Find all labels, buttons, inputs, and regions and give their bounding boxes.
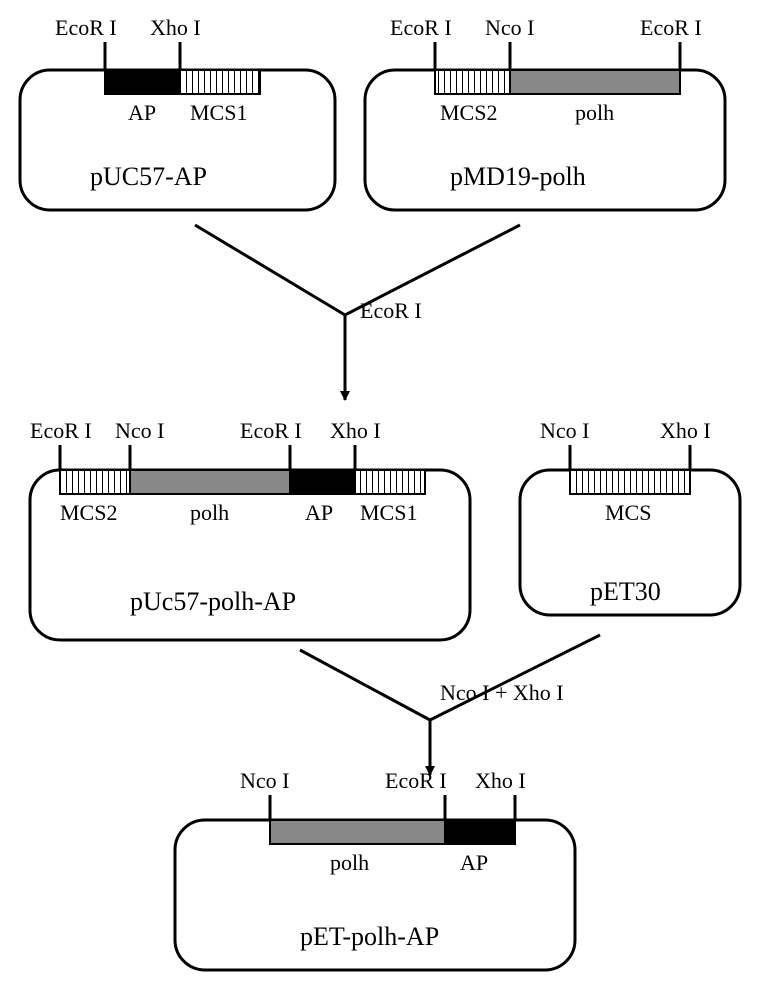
plasmid-name: pUc57-polh-AP: [130, 587, 296, 616]
segment-label: AP: [128, 100, 156, 125]
plasmid: AP MCS1 EcoR I Xho I pUC57-AP: [20, 15, 335, 210]
reaction-label: Nco I + Xho I: [440, 680, 564, 705]
segment-label: AP: [305, 500, 333, 525]
segment-MCS1: [355, 470, 425, 494]
segment-label: AP: [460, 850, 488, 875]
segment-AP: [105, 70, 180, 94]
segment-MCS: [570, 470, 690, 494]
segment-AP: [445, 820, 515, 844]
segment-label: MCS1: [190, 100, 247, 125]
plasmid: MCS Nco I Xho I pET30: [520, 418, 740, 615]
restriction-site-label: Nco I: [485, 15, 534, 40]
restriction-site-label: Xho I: [330, 418, 381, 443]
segment-AP: [290, 470, 355, 494]
restriction-site-label: EcoR I: [640, 15, 702, 40]
restriction-site-label: EcoR I: [390, 15, 452, 40]
segment-label: MCS2: [440, 100, 497, 125]
restriction-site-label: Xho I: [150, 15, 201, 40]
segment-MCS2: [60, 470, 130, 494]
segment-polh: [270, 820, 445, 844]
restriction-site-label: EcoR I: [240, 418, 302, 443]
plasmid-name: pUC57-AP: [90, 162, 207, 191]
plasmid-name: pMD19-polh: [450, 162, 586, 191]
restriction-site-label: EcoR I: [55, 15, 117, 40]
segment-polh: [130, 470, 290, 494]
restriction-site-label: EcoR I: [30, 418, 92, 443]
plasmid: MCS2 polh AP MCS1 EcoR I Nco I EcoR I Xho I pUc5…: [30, 418, 470, 640]
segment-label: polh: [190, 500, 229, 525]
segment-label: MCS1: [360, 500, 417, 525]
reaction-arrow: Nco I + Xho I: [300, 635, 600, 775]
restriction-site-label: EcoR I: [385, 768, 447, 793]
segment-MCS1: [180, 70, 260, 94]
diagram-canvas: AP MCS1 EcoR I Xho I pUC57-AP MCS2 polh EcoR I N…: [0, 0, 768, 1000]
segment-MCS2: [435, 70, 510, 94]
segment-label: MCS2: [60, 500, 117, 525]
segment-label: polh: [330, 850, 369, 875]
reaction-arrow: EcoR I: [195, 225, 520, 400]
segment-label: polh: [575, 100, 614, 125]
plasmid: polh AP Nco I EcoR I Xho I pET-polh-AP: [175, 768, 575, 970]
restriction-site-label: Nco I: [540, 418, 589, 443]
reaction-label: EcoR I: [360, 298, 422, 323]
plasmid: MCS2 polh EcoR I Nco I EcoR I pMD19-polh: [365, 15, 725, 210]
restriction-site-label: Xho I: [475, 768, 526, 793]
plasmid-name: pET-polh-AP: [300, 922, 439, 951]
restriction-site-label: Nco I: [240, 768, 289, 793]
restriction-site-label: Xho I: [660, 418, 711, 443]
segment-label: MCS: [605, 500, 651, 525]
plasmid-name: pET30: [590, 577, 661, 606]
segment-polh: [510, 70, 680, 94]
restriction-site-label: Nco I: [115, 418, 164, 443]
